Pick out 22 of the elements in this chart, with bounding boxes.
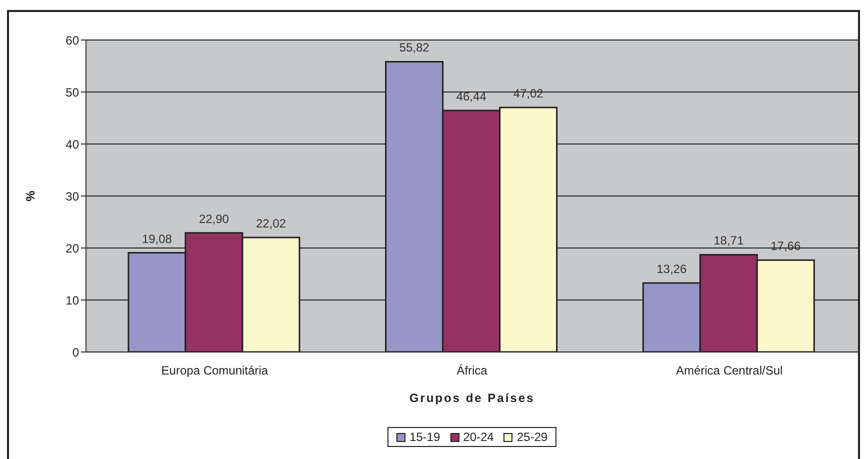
x-tick-label: América Central/Sul — [676, 364, 783, 378]
y-tick-label: 10 — [66, 293, 80, 308]
legend-label: 25-29 — [516, 430, 548, 444]
data-label: 46,44 — [456, 90, 487, 104]
x-axis-title: Grupos de Países — [409, 391, 535, 405]
data-label: 18,71 — [714, 234, 744, 248]
x-tick-label: África — [456, 364, 488, 378]
legend-label: 20-24 — [463, 430, 494, 444]
y-tick-label: 30 — [66, 189, 80, 204]
data-label: 22,02 — [256, 216, 286, 230]
y-tick-label: 40 — [66, 137, 80, 152]
y-tick-label: 20 — [66, 241, 80, 256]
y-axis-title: % — [23, 190, 38, 202]
data-label: 13,26 — [656, 262, 687, 276]
legend-label: 15-19 — [409, 430, 440, 444]
y-tick-label: 0 — [72, 345, 80, 360]
y-tick-label: 50 — [66, 85, 80, 100]
data-label: 22,90 — [198, 212, 230, 226]
x-tick-label: Europa Comunitária — [161, 364, 268, 378]
y-tick-label: 60 — [66, 33, 80, 48]
data-label: 55,82 — [399, 40, 430, 55]
data-label: 19,08 — [142, 232, 172, 246]
